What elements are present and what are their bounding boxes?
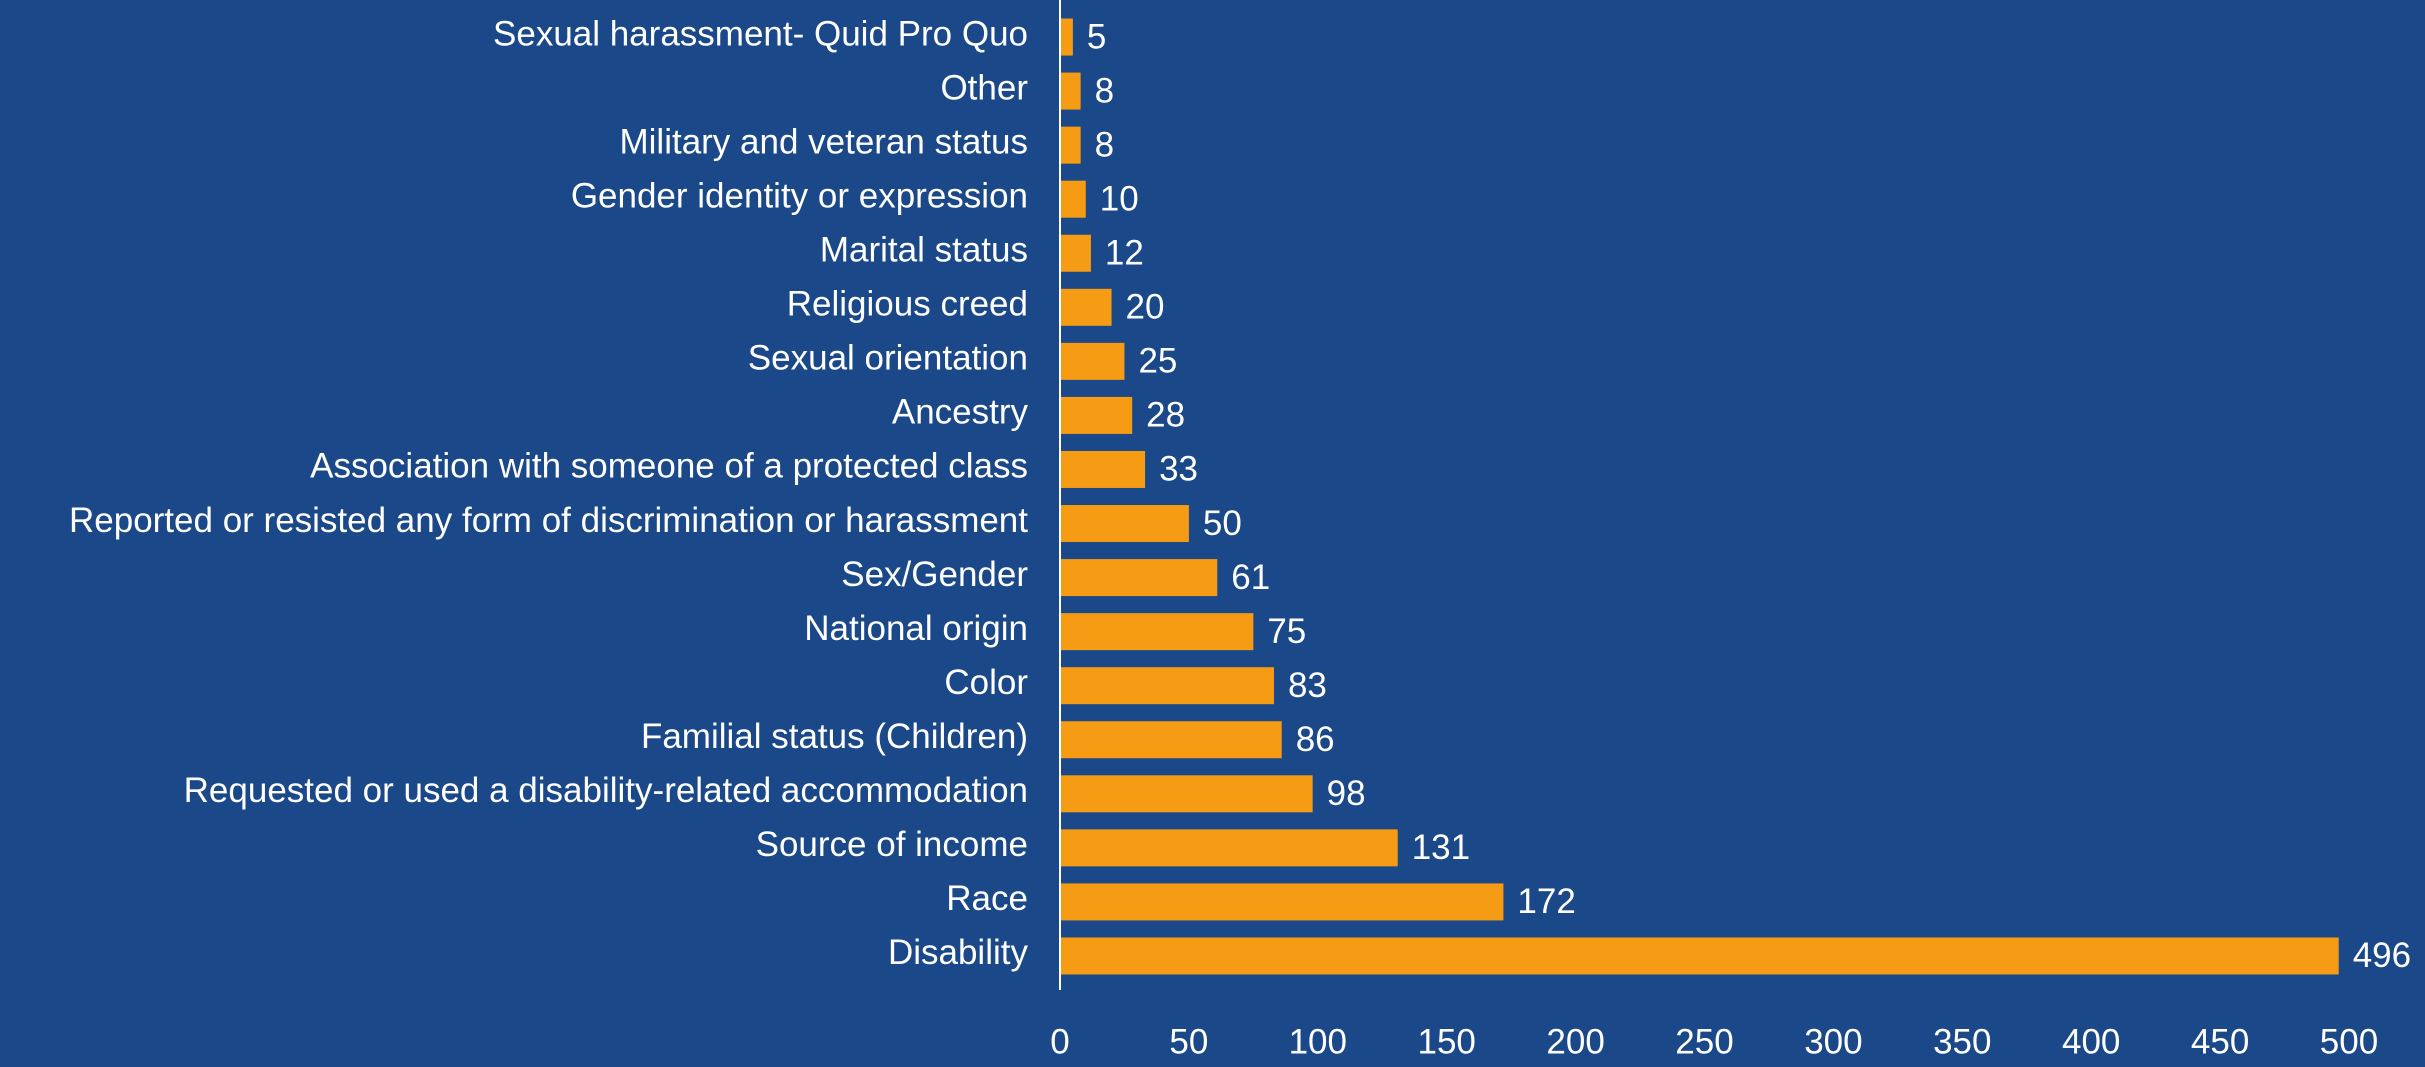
value-label: 5 [1087,17,1106,56]
value-label: 33 [1159,450,1198,489]
bar [1060,18,1073,56]
bar [1060,559,1218,597]
bar [1060,505,1189,543]
y-tick-label: Association with someone of a protected … [310,447,1028,486]
y-tick-label: Sexual orientation [748,339,1028,378]
x-tick-label: 500 [2320,1022,2378,1061]
y-tick-label: Other [940,68,1028,107]
y-tick-label: Source of income [756,825,1028,864]
value-label: 98 [1327,774,1366,813]
x-tick-label: 0 [1050,1022,1069,1061]
x-tick-label: 50 [1169,1022,1208,1061]
y-tick-label: Gender identity or expression [571,176,1028,215]
x-tick-label: 200 [1546,1022,1604,1061]
y-tick-label: Sexual harassment- Quid Pro Quo [493,14,1028,53]
bar [1060,126,1081,164]
y-tick-label: Requested or used a disability-related a… [184,771,1028,810]
y-tick-label: Military and veteran status [619,122,1028,161]
value-label: 86 [1296,720,1335,759]
y-tick-label: Ancestry [892,393,1029,432]
bar [1060,450,1146,488]
bar [1060,396,1133,434]
bar [1060,829,1398,867]
y-tick-label: Color [944,663,1028,702]
value-label: 50 [1203,504,1242,543]
y-tick-label: Disability [888,933,1029,972]
y-tick-label: Marital status [820,231,1028,270]
bar [1060,342,1125,380]
bar [1060,937,2339,975]
value-label: 61 [1231,558,1270,597]
bar [1060,180,1086,218]
value-label: 20 [1126,288,1165,327]
bar [1060,234,1091,272]
y-tick-label: National origin [804,609,1028,648]
value-label: 8 [1095,71,1114,110]
bar [1060,613,1254,651]
value-label: 172 [1517,882,1575,921]
y-tick-label: Familial status (Children) [641,717,1028,756]
bar [1060,288,1112,326]
value-label: 83 [1288,666,1327,705]
value-label: 496 [2353,936,2411,975]
bar [1060,883,1504,921]
value-label: 131 [1412,828,1470,867]
value-label: 8 [1095,125,1114,164]
x-tick-label: 400 [2062,1022,2120,1061]
bar [1060,667,1274,705]
y-tick-label: Religious creed [787,285,1028,324]
value-label: 75 [1267,612,1306,651]
value-label: 12 [1105,234,1144,273]
value-label: 28 [1146,396,1185,435]
y-tick-label: Race [946,879,1028,918]
x-tick-label: 150 [1417,1022,1475,1061]
y-tick-label: Reported or resisted any form of discrim… [69,501,1028,540]
x-tick-label: 350 [1933,1022,1991,1061]
bar [1060,721,1282,759]
x-tick-label: 250 [1675,1022,1733,1061]
value-label: 25 [1138,342,1177,381]
x-tick-label: 450 [2191,1022,2249,1061]
bar [1060,775,1313,813]
x-tick-label: 100 [1289,1022,1347,1061]
bar [1060,72,1081,110]
value-label: 10 [1100,179,1139,218]
y-tick-label: Sex/Gender [841,555,1028,594]
x-tick-label: 300 [1804,1022,1862,1061]
